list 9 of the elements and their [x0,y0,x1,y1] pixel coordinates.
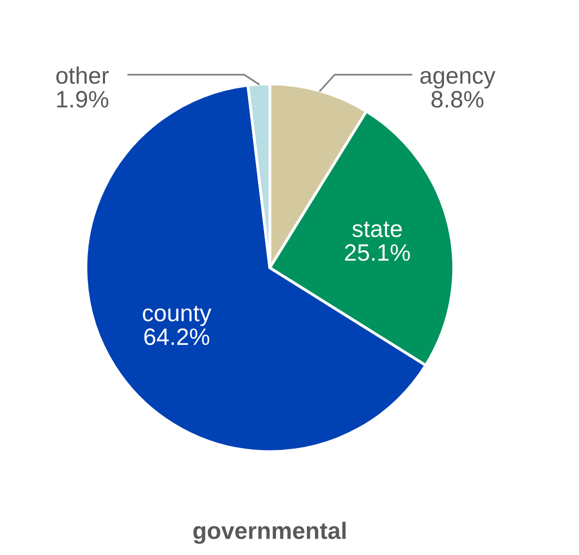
slice-label: county [142,306,212,326]
data-label: 8.8% [432,90,484,108]
data-label: 25.1% [344,244,410,261]
slice-label: other [56,66,109,84]
slice-label: state [352,222,402,238]
slice-label: agency [420,70,496,89]
data-label: 1.9% [57,90,108,108]
data-label: 64.2% [144,328,210,346]
text: governmental [193,522,346,544]
